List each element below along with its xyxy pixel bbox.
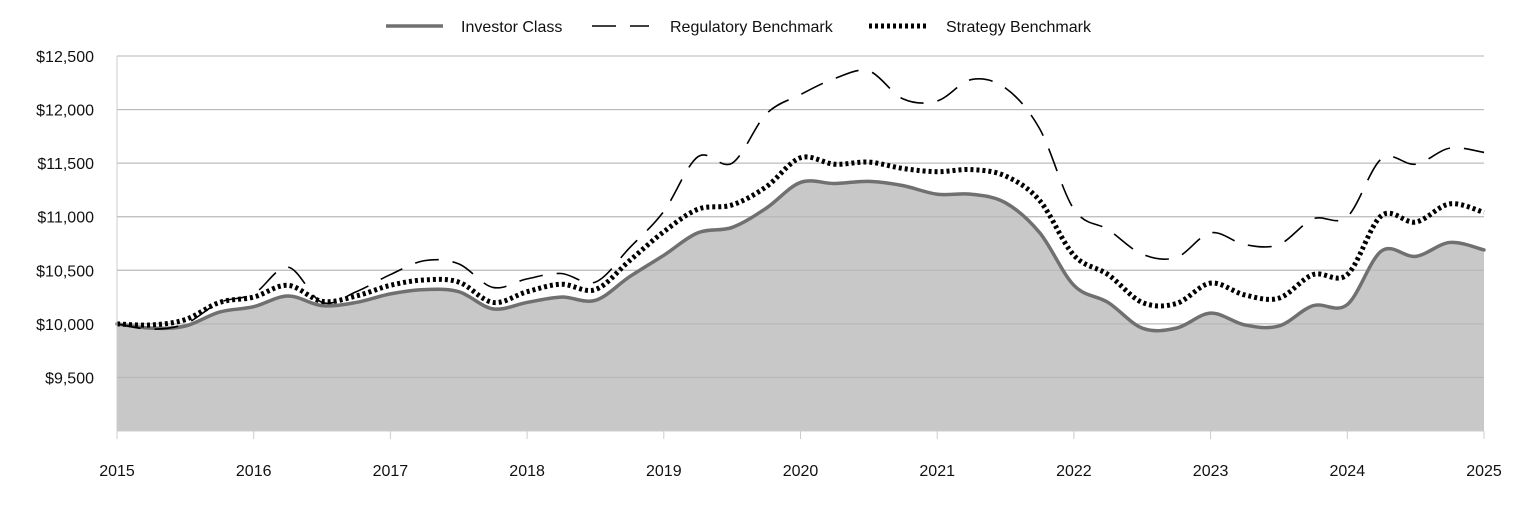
x-tick-label: 2022 [1056,463,1092,480]
legend-item: Regulatory Benchmark [592,19,834,36]
y-tick-label: $12,500 [36,49,94,66]
x-tick-label: 2024 [1330,463,1366,480]
x-tick-label: 2020 [783,463,819,480]
x-tick-label: 2015 [99,463,135,480]
x-tick-label: 2023 [1193,463,1229,480]
series-line-2 [116,69,1485,331]
legend-item: Investor Class [386,19,562,36]
grid-lines-over-area [117,55,1484,378]
x-tick-label: 2018 [509,463,545,480]
x-axis-tick-labels: 2015 2016 2017 2018 2019 2020 2021 2022 2023 2024… [99,463,1502,480]
axes [116,56,1485,439]
x-tick-label: 2025 [1466,463,1502,480]
y-axis-tick-labels: $9,500 $10,000 $10,500 $11,000 $11,500 $12,00… [36,49,94,387]
legend: Investor Class Regulatory Benchmark Strate… [386,19,1092,36]
legend-label: Strategy Benchmark [946,19,1092,36]
series-lines [115,69,1486,333]
y-tick-label: $11,500 [37,156,94,173]
y-tick-label: $12,000 [36,103,94,120]
x-tick-label: 2017 [373,463,409,480]
legend-label: Regulatory Benchmark [670,19,834,36]
area-fill [117,180,1484,431]
y-tick-label: $9,500 [45,370,94,387]
area-layer [117,55,1484,431]
legend-item: Strategy Benchmark [869,19,1092,36]
x-tick-label: 2016 [236,463,272,480]
x-tick-label: 2021 [919,463,955,480]
series-line-1 [115,179,1486,333]
series-line-3 [116,154,1485,328]
y-tick-label: $11,000 [37,210,94,227]
x-tick-label: 2019 [646,463,682,480]
y-tick-label: $10,500 [36,263,94,280]
legend-label: Investor Class [461,19,562,36]
y-tick-label: $10,000 [36,317,94,334]
